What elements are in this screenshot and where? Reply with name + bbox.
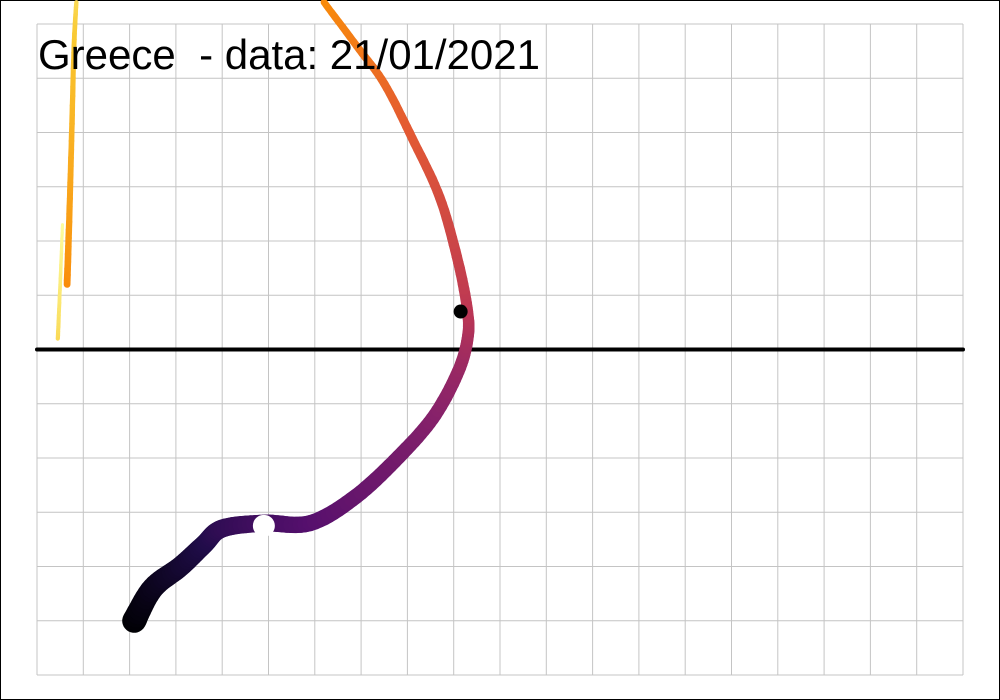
data-point-marker — [252, 514, 275, 537]
series-line — [55, 223, 65, 341]
series-layer — [55, 0, 475, 633]
series-line — [63, 0, 79, 288]
data-point-marker — [453, 304, 468, 319]
series-line — [122, 0, 475, 633]
series-segment — [320, 0, 330, 9]
marker-layer — [252, 304, 468, 537]
